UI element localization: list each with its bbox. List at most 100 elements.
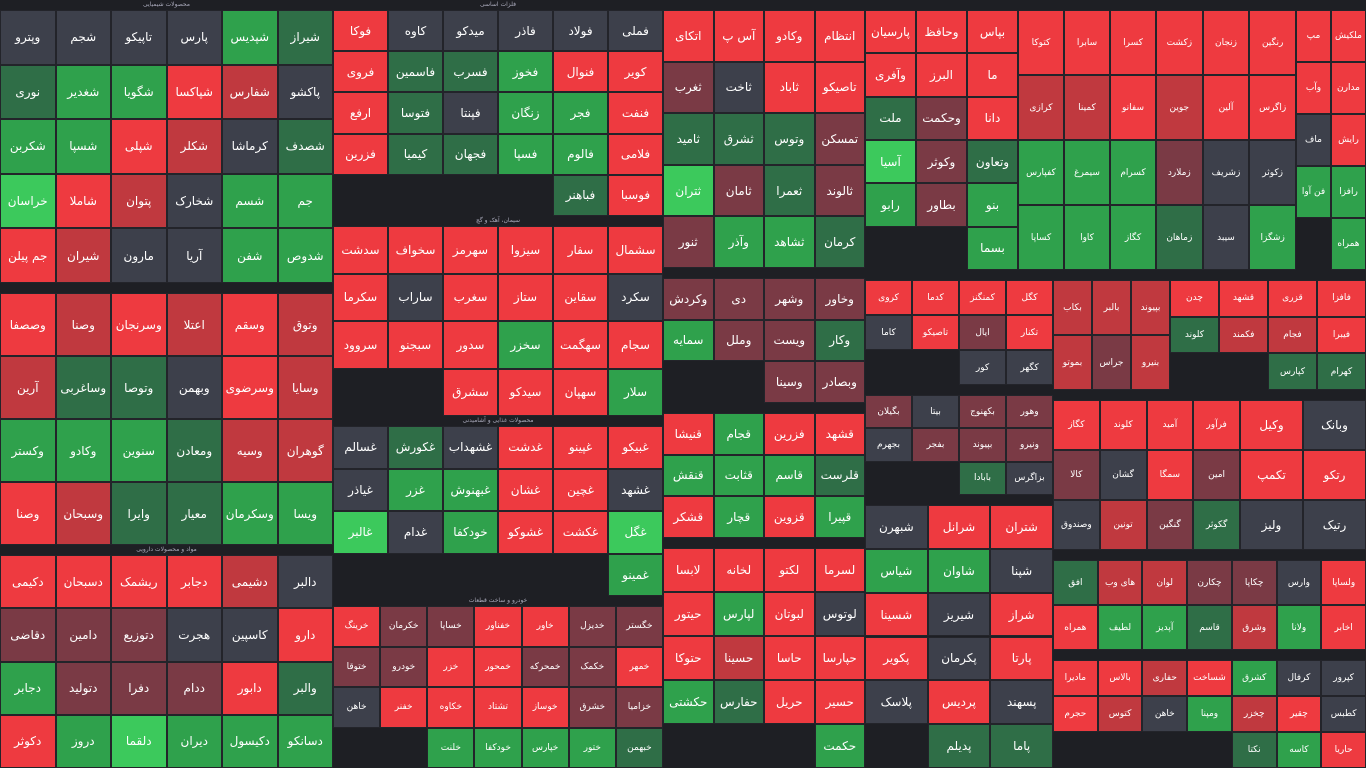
stock-tile[interactable]: بطاور (916, 183, 967, 227)
stock-tile[interactable]: پدیلم (927, 724, 991, 768)
stock-tile[interactable]: خاهن (1142, 696, 1188, 732)
stock-tile[interactable]: سشمال (608, 226, 663, 274)
stock-tile[interactable]: دابور (222, 661, 278, 715)
stock-tile[interactable]: نکتا (1231, 732, 1277, 768)
stock-tile[interactable]: وهور (1006, 395, 1053, 429)
stock-tile[interactable]: وکیل (1240, 400, 1303, 450)
stock-tile[interactable]: شسینا (865, 592, 928, 637)
stock-tile[interactable]: وایرا (111, 482, 167, 545)
stock-tile[interactable]: دلقما (111, 714, 167, 768)
stock-tile[interactable]: بپیوند (1131, 280, 1170, 335)
stock-tile[interactable]: وسینا (764, 361, 815, 403)
stock-tile[interactable]: جم پیلن (0, 228, 56, 283)
stock-tile[interactable]: حفاری (1142, 660, 1188, 696)
stock-tile[interactable]: ومعادن (166, 419, 222, 482)
stock-tile[interactable]: فزرین (764, 413, 815, 455)
stock-tile[interactable]: چکارن (1187, 560, 1232, 605)
stock-tile[interactable]: جم (277, 173, 333, 229)
stock-tile[interactable]: وارس (1276, 560, 1322, 605)
stock-tile[interactable]: البرز (916, 53, 967, 97)
stock-tile[interactable]: خزامیا (615, 687, 663, 728)
stock-tile[interactable]: بنو (967, 183, 1018, 227)
stock-tile[interactable]: شاوان (927, 548, 991, 593)
stock-tile[interactable]: رابو (865, 183, 916, 227)
stock-tile[interactable]: آلین (1202, 75, 1250, 140)
stock-tile[interactable]: بگیلان (865, 395, 912, 429)
stock-tile[interactable]: پاما (990, 724, 1053, 768)
stock-tile[interactable]: دشیمی (222, 555, 278, 609)
stock-tile[interactable]: دفرا (111, 661, 167, 715)
stock-tile[interactable]: پارتا (990, 636, 1053, 681)
stock-tile[interactable]: حکمت (814, 724, 865, 768)
stock-tile[interactable]: غگل (608, 511, 663, 554)
stock-tile[interactable]: سکرما (333, 273, 388, 321)
stock-tile[interactable]: ماف (1296, 114, 1331, 166)
stock-tile[interactable]: کگل (1006, 280, 1053, 315)
stock-tile[interactable]: سنوین (111, 419, 167, 482)
stock-tile[interactable]: خفناور (474, 606, 522, 647)
stock-tile[interactable]: ارفع (333, 92, 388, 134)
stock-tile[interactable]: وصنا (55, 293, 111, 356)
stock-tile[interactable]: وآفری (865, 53, 916, 97)
stock-tile[interactable]: فنوال (553, 51, 608, 93)
stock-tile[interactable]: غشوکو (498, 511, 553, 554)
stock-tile[interactable]: پارسیان (865, 10, 916, 54)
stock-tile[interactable]: غبیکو (608, 426, 663, 469)
stock-tile[interactable]: مارون (111, 228, 167, 283)
stock-tile[interactable]: انتظام (814, 10, 865, 62)
stock-tile[interactable]: لسرما (814, 548, 865, 592)
stock-tile[interactable]: ثامان (713, 164, 764, 217)
stock-tile[interactable]: پردیس (927, 680, 991, 725)
stock-tile[interactable]: لخانه (713, 548, 764, 592)
stock-tile[interactable]: شخارک (166, 173, 222, 229)
stock-tile[interactable]: زماهان (1156, 205, 1203, 270)
stock-tile[interactable]: دارو (277, 608, 333, 662)
stock-tile[interactable]: شرانل (927, 505, 991, 549)
stock-tile[interactable]: گکوثر (1193, 500, 1240, 550)
stock-tile[interactable]: بنیرو (1131, 335, 1170, 390)
stock-tile[interactable]: دجابر (0, 661, 56, 715)
stock-tile[interactable]: دقاضی (0, 608, 56, 662)
stock-tile[interactable]: کگاز (1110, 205, 1156, 270)
stock-tile[interactable]: ثنور (663, 216, 714, 268)
stock-tile[interactable]: ایال (959, 315, 1006, 350)
stock-tile[interactable]: فپنتا (443, 92, 498, 134)
stock-tile[interactable]: غشان (498, 468, 553, 511)
stock-tile[interactable]: شدوص (277, 228, 333, 283)
stock-tile[interactable]: شسم (222, 173, 278, 229)
stock-tile[interactable]: بجهرم (865, 428, 912, 462)
stock-tile[interactable]: آس پ (713, 10, 764, 62)
stock-tile[interactable]: بالاس (1097, 660, 1143, 696)
stock-tile[interactable]: ویسا (277, 482, 333, 545)
stock-tile[interactable]: سبجنو (388, 321, 443, 369)
stock-tile[interactable]: وکادو (764, 10, 815, 62)
stock-tile[interactable]: سهپان (553, 368, 608, 416)
stock-tile[interactable]: وسقم (222, 293, 278, 356)
stock-tile[interactable]: سخزر (498, 321, 553, 369)
stock-tile[interactable]: حریل (764, 680, 815, 724)
stock-tile[interactable]: فوکا (333, 10, 388, 52)
stock-tile[interactable]: حتوکا (663, 636, 714, 680)
stock-tile[interactable]: خاهن (333, 687, 381, 728)
stock-tile[interactable]: آسیا (865, 140, 916, 184)
stock-tile[interactable]: سیمرغ (1064, 140, 1110, 205)
stock-tile[interactable]: سیزوا (498, 226, 553, 274)
stock-tile[interactable]: زشگزا (1249, 205, 1296, 270)
stock-tile[interactable]: زکشت (1156, 10, 1203, 75)
stock-tile[interactable]: قاسم (1187, 605, 1232, 650)
stock-tile[interactable]: شگویا (111, 64, 167, 120)
stock-tile[interactable]: غسالم (333, 426, 388, 469)
stock-tile[interactable]: سابرا (1064, 10, 1110, 75)
stock-tile[interactable]: پاکشو (277, 64, 333, 120)
stock-tile[interactable]: وکردش (663, 278, 714, 320)
stock-tile[interactable]: قشکر (663, 496, 714, 538)
stock-tile[interactable]: خکاوه (427, 687, 475, 728)
stock-tile[interactable]: ثامید (663, 113, 714, 165)
stock-tile[interactable]: خساپا (427, 606, 475, 647)
stock-tile[interactable]: تاپیکو (111, 10, 167, 65)
stock-tile[interactable]: خودرو (380, 646, 428, 687)
stock-tile[interactable]: اتکای (663, 10, 714, 62)
stock-tile[interactable]: خمحور (474, 646, 522, 687)
stock-tile[interactable]: فملی (608, 10, 663, 52)
stock-tile[interactable]: خشرق (568, 687, 616, 728)
